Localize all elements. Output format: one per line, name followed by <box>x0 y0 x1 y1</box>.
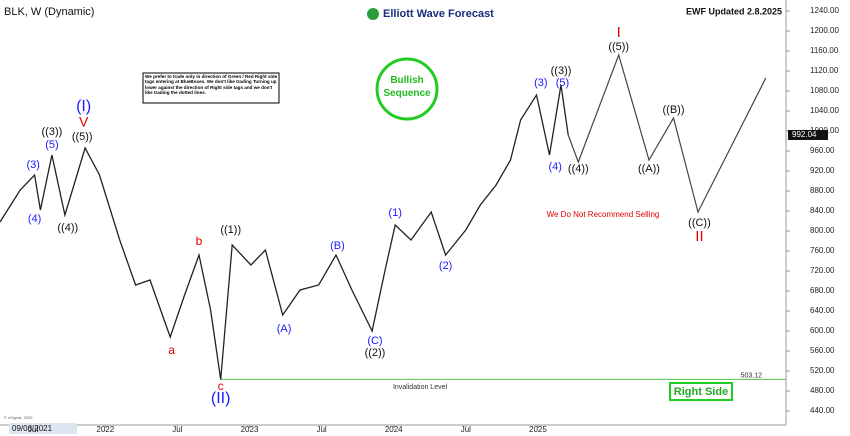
wave-label: (3) <box>534 77 547 89</box>
wave-label: a <box>168 343 175 357</box>
last-price: 992.04 <box>792 130 817 139</box>
y-tick-label: 1120.00 <box>810 66 839 75</box>
copyright: © eSignal, 2025 <box>4 415 33 420</box>
wave-label: (II) <box>211 390 231 407</box>
brand: Elliott Wave Forecast <box>383 8 494 20</box>
wave-label: ((4)) <box>57 222 78 234</box>
wave-label: ((2)) <box>365 347 386 359</box>
wave-label: (A) <box>277 323 292 335</box>
wave-label: ((5)) <box>608 41 629 53</box>
right-side: Right Side <box>674 386 728 398</box>
y-tick-label: 640.00 <box>810 306 835 315</box>
wave-label: (5) <box>45 139 58 151</box>
badge: Bullish Sequence <box>383 75 431 99</box>
cursor-date: 09/06/2021 <box>12 424 53 433</box>
x-tick-label: 2022 <box>96 425 114 434</box>
projection-line <box>567 53 767 214</box>
y-tick-label: 960.00 <box>810 146 835 155</box>
disclaimer-box <box>142 72 280 104</box>
updated: EWF Updated 2.8.2025 <box>686 6 782 16</box>
y-tick-label: 520.00 <box>810 366 835 375</box>
wave-label: V <box>79 114 89 130</box>
y-tick-label: 480.00 <box>810 386 835 395</box>
wave-label: ((3)) <box>551 65 572 77</box>
wave-label: (4) <box>28 213 41 225</box>
x-tick-label: 2025 <box>529 425 547 434</box>
wave-label: ((1)) <box>220 224 241 236</box>
wave-label: b <box>196 234 203 248</box>
last-price-box <box>788 129 828 140</box>
wave-label: (1) <box>388 207 401 219</box>
wave-label: ((B)) <box>663 104 685 116</box>
wave-label: ((3)) <box>42 126 63 138</box>
price-line <box>0 84 569 380</box>
badge-wrap: Bullish Sequence <box>383 75 431 99</box>
right-side-box <box>669 382 733 401</box>
brand-logo <box>367 8 379 20</box>
badge-circle <box>375 57 439 121</box>
y-tick-label: 440.00 <box>810 406 835 415</box>
y-tick-label: 1240.00 <box>810 6 839 15</box>
disclaimer-wrap: We prefer to trade only in direction of … <box>145 74 278 96</box>
y-tick-label: 720.00 <box>810 266 835 275</box>
chart-title: BLK, W (Dynamic) <box>4 6 94 18</box>
cursor-date-box <box>9 423 77 434</box>
y-tick-label: 600.00 <box>810 326 835 335</box>
disclaimer: We prefer to trade only in direction of … <box>145 74 278 96</box>
y-tick-label: 560.00 <box>810 346 835 355</box>
y-tick-label: 920.00 <box>810 166 835 175</box>
y-tick-label: 880.00 <box>810 186 835 195</box>
y-tick-label: 1080.00 <box>810 86 839 95</box>
wave-label: (C) <box>367 335 382 347</box>
y-tick-label: 1040.00 <box>810 106 839 115</box>
wave-label: (B) <box>330 240 345 252</box>
invalidation-value: 503.12 <box>741 372 763 379</box>
y-tick-label: 1160.00 <box>810 46 839 55</box>
wave-label: (2) <box>439 260 452 272</box>
note: We Do Not Recommend Selling <box>547 210 660 219</box>
wave-label: II <box>695 228 703 245</box>
y-tick-label: 1200.00 <box>810 26 839 35</box>
wave-label: ((C)) <box>688 217 711 229</box>
x-tick-label: Jul <box>172 425 182 434</box>
invalidation-label: Invalidation Level <box>393 384 448 391</box>
wave-label: (5) <box>556 77 569 89</box>
wave-label: I <box>617 24 621 41</box>
wave-label: (I) <box>76 98 91 115</box>
wave-label: ((4)) <box>568 163 589 175</box>
wave-label: ((A)) <box>638 163 660 175</box>
y-tick-label: 800.00 <box>810 226 835 235</box>
x-tick-label: 2023 <box>241 425 259 434</box>
wave-label: (3) <box>26 159 39 171</box>
y-tick-label: 680.00 <box>810 286 835 295</box>
x-tick-label: Jul <box>28 425 38 434</box>
x-tick-label: Jul <box>461 425 471 434</box>
wave-label: c <box>218 379 224 393</box>
y-tick-label: 760.00 <box>810 246 835 255</box>
x-tick-label: 2024 <box>385 425 403 434</box>
wave-label: (4) <box>549 161 562 173</box>
wave-label: ((5)) <box>72 131 93 143</box>
x-tick-label: Jul <box>316 425 326 434</box>
y-tick-label: 840.00 <box>810 206 835 215</box>
